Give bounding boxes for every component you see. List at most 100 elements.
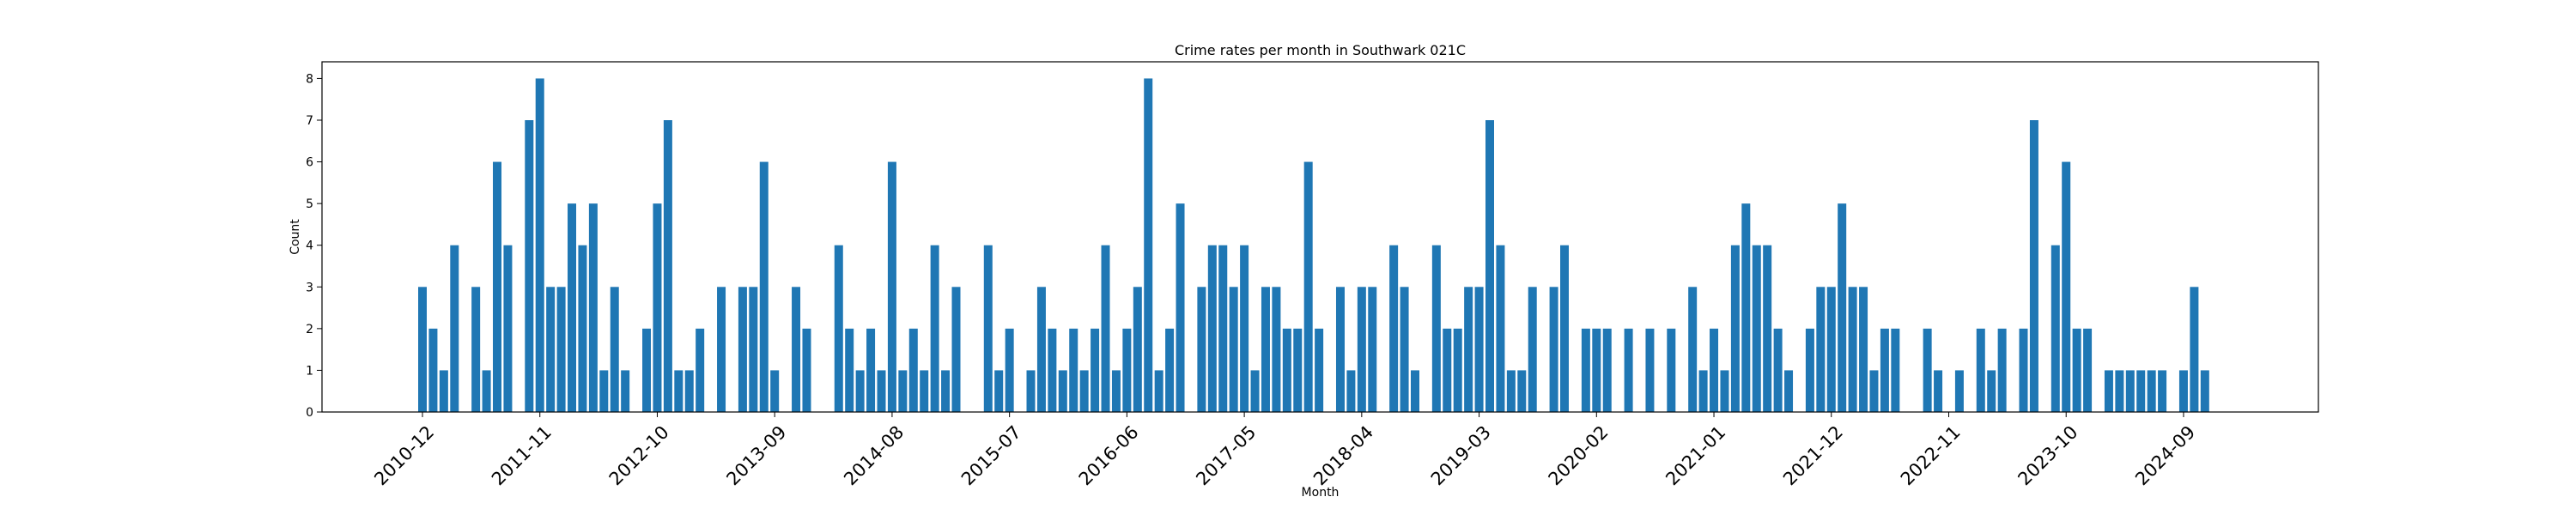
- bar: [1720, 370, 1729, 412]
- bar: [568, 203, 577, 412]
- bar: [1816, 287, 1826, 412]
- bar: [1293, 328, 1303, 412]
- bar: [759, 161, 769, 412]
- bars: [418, 78, 2209, 413]
- bar: [749, 287, 758, 412]
- bar: [1165, 328, 1175, 412]
- x-tick-label: 2020-02: [1545, 421, 1613, 489]
- bar: [717, 287, 726, 412]
- bar: [1581, 328, 1590, 412]
- y-tick-label: 5: [306, 197, 313, 211]
- y-tick-label: 2: [306, 323, 313, 336]
- bar: [1496, 245, 1505, 412]
- bar: [792, 287, 801, 412]
- x-tick-label: 2022-11: [1897, 421, 1965, 489]
- bar: [653, 203, 662, 412]
- bar: [1357, 287, 1366, 412]
- x-axis-label: Month: [1302, 486, 1340, 500]
- bar: [2083, 328, 2093, 412]
- bar: [1058, 370, 1067, 412]
- bar: [1528, 287, 1537, 412]
- bar: [1410, 370, 1419, 412]
- x-tick-label: 2018-04: [1309, 421, 1377, 489]
- bar: [1592, 328, 1601, 412]
- bar: [599, 370, 609, 412]
- bar: [1346, 370, 1356, 412]
- bar: [845, 328, 854, 412]
- bar: [1784, 370, 1794, 412]
- bar: [1624, 328, 1633, 412]
- x-tick-label: 2024-09: [2131, 421, 2199, 489]
- x-tick-label: 2023-10: [2014, 421, 2081, 489]
- bar: [1698, 370, 1708, 412]
- bar: [1506, 370, 1516, 412]
- bar: [578, 245, 587, 412]
- bar: [1261, 287, 1270, 412]
- bar: [1154, 370, 1163, 412]
- y-tick-label: 0: [306, 406, 313, 420]
- x-tick-label: 2012-10: [605, 421, 673, 489]
- bar: [1197, 287, 1206, 412]
- bar: [1838, 203, 1847, 412]
- bar: [2062, 161, 2071, 412]
- bar: [1826, 287, 1836, 412]
- bar: [1091, 328, 1100, 412]
- bar: [1891, 328, 1900, 412]
- y-axis-label: Count: [289, 219, 302, 255]
- bar: [834, 245, 843, 412]
- x-tick-label: 2010-12: [370, 421, 438, 489]
- bar: [1710, 328, 1719, 412]
- bar: [450, 245, 459, 412]
- y-tick-label: 3: [306, 281, 313, 294]
- bar: [588, 203, 598, 412]
- bar: [1997, 328, 2007, 412]
- bar: [471, 287, 481, 412]
- bar: [951, 287, 961, 412]
- bar: [2019, 328, 2028, 412]
- bar: [684, 370, 694, 412]
- bar: [535, 78, 544, 413]
- bar: [1101, 245, 1110, 412]
- bar: [1773, 328, 1783, 412]
- x-tick-label: 2017-05: [1192, 421, 1260, 489]
- x-tick-label: 2014-08: [840, 421, 908, 489]
- x-axis: 2010-12 2011-11 2012-10 2013-09 2014-08 2015-…: [370, 412, 2199, 489]
- bar: [1176, 203, 1185, 412]
- bar: [674, 370, 683, 412]
- bar: [1453, 328, 1462, 412]
- bar: [920, 370, 929, 412]
- bar: [930, 245, 939, 412]
- bar: [1005, 328, 1014, 412]
- bar: [1218, 245, 1228, 412]
- bar: [482, 370, 491, 412]
- bar: [1763, 245, 1772, 412]
- bar: [908, 328, 918, 412]
- bar: [1549, 287, 1558, 412]
- x-tick-label: 2016-06: [1075, 421, 1143, 489]
- bar: [2200, 370, 2209, 412]
- bar: [2136, 370, 2146, 412]
- bar: [1250, 370, 1260, 412]
- bar: [696, 328, 705, 412]
- bar: [1645, 328, 1655, 412]
- bar: [1048, 328, 1057, 412]
- bar: [621, 370, 630, 412]
- bar: [2190, 287, 2199, 412]
- bar: [1954, 370, 1964, 412]
- bar: [1517, 370, 1527, 412]
- y-tick-label: 4: [306, 239, 313, 253]
- bar: [1602, 328, 1612, 412]
- bar: [1240, 245, 1249, 412]
- bar: [1560, 245, 1570, 412]
- bar: [2147, 370, 2156, 412]
- x-tick-label: 2013-09: [722, 421, 790, 489]
- bar: [418, 287, 427, 412]
- bar: [994, 370, 1004, 412]
- bar: [1730, 245, 1740, 412]
- bar: [546, 287, 556, 412]
- bar: [556, 287, 566, 412]
- bar: [642, 328, 652, 412]
- bar: [983, 245, 993, 412]
- bar: [887, 161, 896, 412]
- bar: [2072, 328, 2081, 412]
